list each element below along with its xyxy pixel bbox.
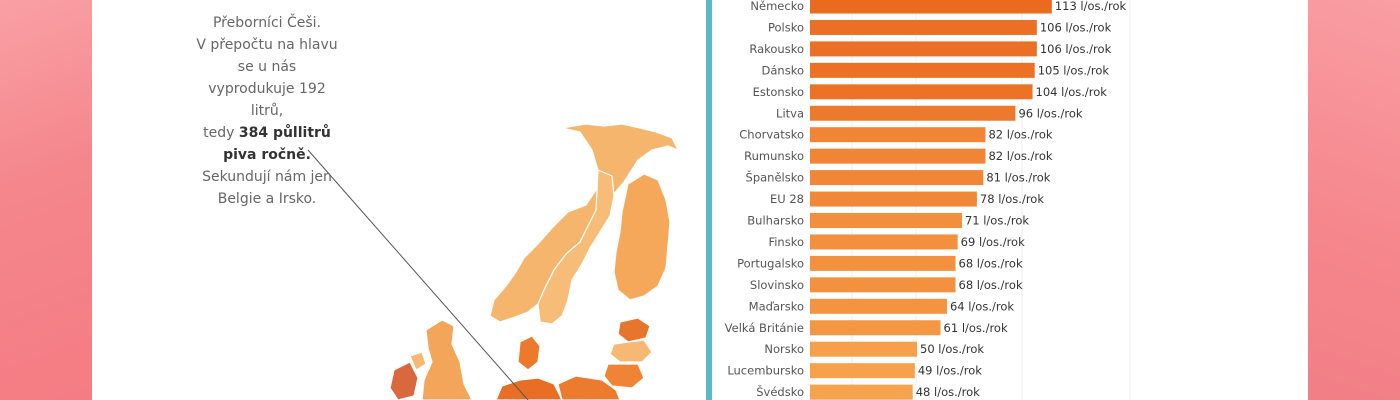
category-label: Německo — [750, 0, 804, 13]
category-label: Lucembursko — [727, 364, 804, 378]
value-label: 106 l/os./rok — [1040, 42, 1112, 56]
annotation-line-5: Sekundují nám jen — [202, 169, 332, 185]
annotation-line-2: V přepočtu na hlavu se u nás — [196, 37, 338, 75]
annotation-line-1: Přeborníci Češi. — [212, 15, 322, 31]
bar[interactable] — [810, 341, 917, 357]
bar[interactable] — [810, 213, 962, 228]
value-label: 64 l/os./rok — [950, 299, 1014, 313]
bar[interactable] — [810, 277, 956, 293]
category-label: Velká Británie — [725, 321, 804, 335]
bar[interactable] — [810, 62, 1035, 78]
value-label: 113 l/os./rok — [1055, 0, 1127, 13]
bar[interactable] — [810, 84, 1033, 100]
map-panel: Přeborníci Češi. V přepočtu na hlavu se … — [92, 0, 706, 400]
category-label: Španělsko — [746, 170, 804, 185]
map-region-denmark — [517, 335, 541, 371]
value-label: 50 l/os./rok — [920, 342, 984, 356]
value-label: 82 l/os./rok — [988, 128, 1052, 142]
bar-chart: Německo 113 l/os./rok Polsko 106 l/os./rok R… — [725, 0, 1131, 400]
category-label: Slovinsko — [750, 278, 804, 292]
value-label: 68 l/os./rok — [959, 256, 1023, 270]
category-label: EU 28 — [770, 192, 804, 206]
map-region-sweden — [537, 169, 615, 325]
bar[interactable] — [810, 320, 941, 336]
right-decorative-background — [1308, 0, 1400, 400]
accent-divider — [706, 0, 712, 400]
category-label: Estonsko — [753, 85, 804, 99]
map-region-lithuania — [603, 363, 645, 389]
value-label: 61 l/os./rok — [944, 321, 1008, 335]
value-label: 48 l/os./rok — [916, 385, 980, 399]
bar[interactable] — [810, 191, 977, 207]
value-label: 106 l/os./rok — [1040, 20, 1112, 34]
annotation-line-4: tedy 384 půllitrů piva ročně. — [192, 122, 342, 166]
map-region-finland — [613, 173, 671, 301]
category-label: Švédsko — [756, 384, 804, 399]
category-label: Chorvatsko — [739, 128, 804, 142]
bar[interactable] — [810, 19, 1037, 35]
map-region-estonia — [617, 317, 651, 343]
value-label: 78 l/os./rok — [980, 192, 1044, 206]
category-label: Bulharsko — [747, 214, 804, 228]
category-label: Rakousko — [749, 42, 804, 56]
bar[interactable] — [810, 255, 956, 271]
annotation-highlight: 384 půllitrů piva ročně. — [223, 125, 331, 163]
annotation-text: Přeborníci Češi. V přepočtu na hlavu se … — [192, 12, 342, 210]
category-label: Norsko — [764, 342, 804, 356]
value-label: 49 l/os./rok — [918, 364, 982, 378]
bar[interactable] — [810, 298, 947, 314]
value-label: 105 l/os./rok — [1038, 63, 1110, 77]
left-decorative-background — [0, 0, 92, 400]
bar[interactable] — [810, 127, 986, 143]
europe-map — [307, 123, 680, 400]
category-label: Portugalsko — [737, 256, 804, 270]
map-region-great-britain — [421, 319, 473, 400]
bar[interactable] — [810, 0, 1052, 14]
map-region-ireland — [389, 361, 419, 400]
category-label: Polsko — [768, 20, 804, 34]
bar[interactable] — [810, 170, 984, 186]
map-region-latvia — [609, 339, 653, 363]
bar[interactable] — [810, 384, 913, 400]
annotation-line-6: Belgie a Irsko. — [217, 191, 317, 207]
bar[interactable] — [810, 41, 1037, 57]
value-label: 71 l/os./rok — [965, 214, 1029, 228]
map-region-poland — [557, 375, 621, 400]
value-label: 104 l/os./rok — [1036, 85, 1108, 99]
category-label: Maďarsko — [749, 299, 804, 313]
bar[interactable] — [810, 363, 915, 379]
bar[interactable] — [810, 234, 958, 250]
value-label: 81 l/os./rok — [986, 171, 1050, 185]
annotation-line-3: vyprodukuje 192 litrů, — [208, 81, 326, 119]
value-label: 69 l/os./rok — [961, 235, 1025, 249]
annotation-line-4-prefix: tedy — [203, 125, 239, 141]
value-label: 68 l/os./rok — [959, 278, 1023, 292]
annotation-leader-line — [307, 149, 529, 400]
category-label: Rumunsko — [744, 149, 804, 163]
bar[interactable] — [810, 105, 1016, 121]
value-label: 96 l/os./rok — [1018, 106, 1082, 120]
category-label: Litva — [776, 106, 804, 120]
category-label: Finsko — [768, 235, 804, 249]
category-label: Dánsko — [762, 63, 804, 77]
bar[interactable] — [810, 148, 986, 164]
value-label: 82 l/os./rok — [988, 149, 1052, 163]
map-region-northern-ireland — [409, 351, 427, 371]
map-region-germany — [495, 377, 563, 400]
chart-panel: Německo 113 l/os./rok Polsko 106 l/os./rok R… — [712, 0, 1308, 400]
